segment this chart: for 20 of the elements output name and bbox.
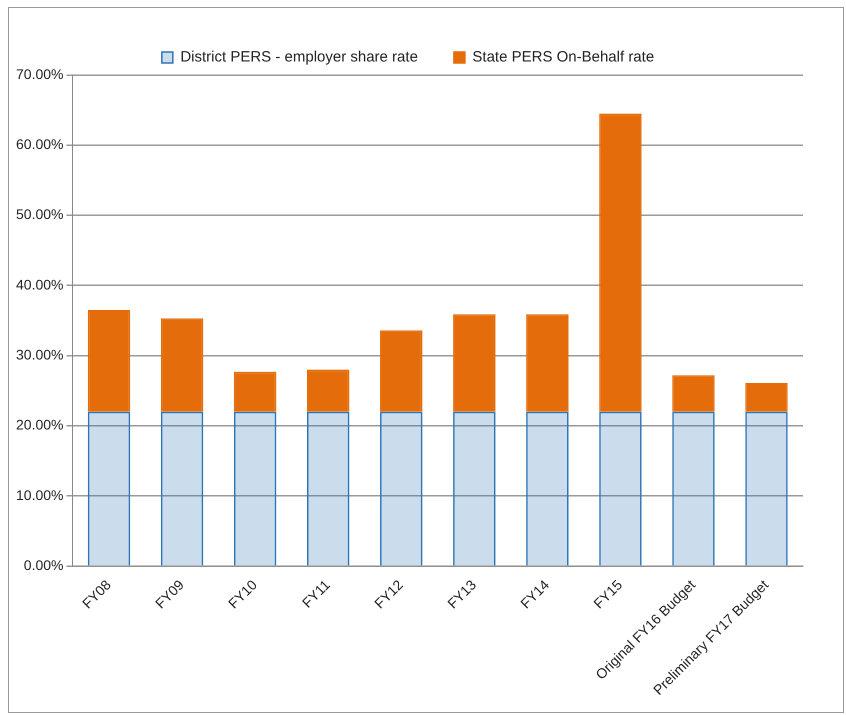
y-tick-label: 50.00% (16, 206, 64, 222)
bar (526, 412, 569, 566)
y-tick-label: 20.00% (16, 416, 64, 433)
bar (160, 412, 204, 566)
y-tick-label: 0.00% (24, 556, 64, 573)
bar (745, 412, 788, 566)
y-tick-label: 10.00% (16, 486, 64, 503)
bar (234, 412, 276, 566)
y-tick-label: 40.00% (16, 276, 64, 292)
bar (88, 412, 130, 566)
legend-label: State PERS On-Behalf rate (472, 48, 654, 66)
y-tick-label: 70.00% (16, 66, 64, 82)
legend-label: District PERS - employer share rate (180, 48, 418, 66)
bar (599, 412, 642, 566)
bar (672, 412, 715, 566)
bar (380, 412, 422, 566)
y-tick-label: 60.00% (16, 136, 64, 152)
bar (453, 412, 496, 566)
y-tick-label: 30.00% (16, 346, 64, 362)
bar (306, 412, 350, 566)
